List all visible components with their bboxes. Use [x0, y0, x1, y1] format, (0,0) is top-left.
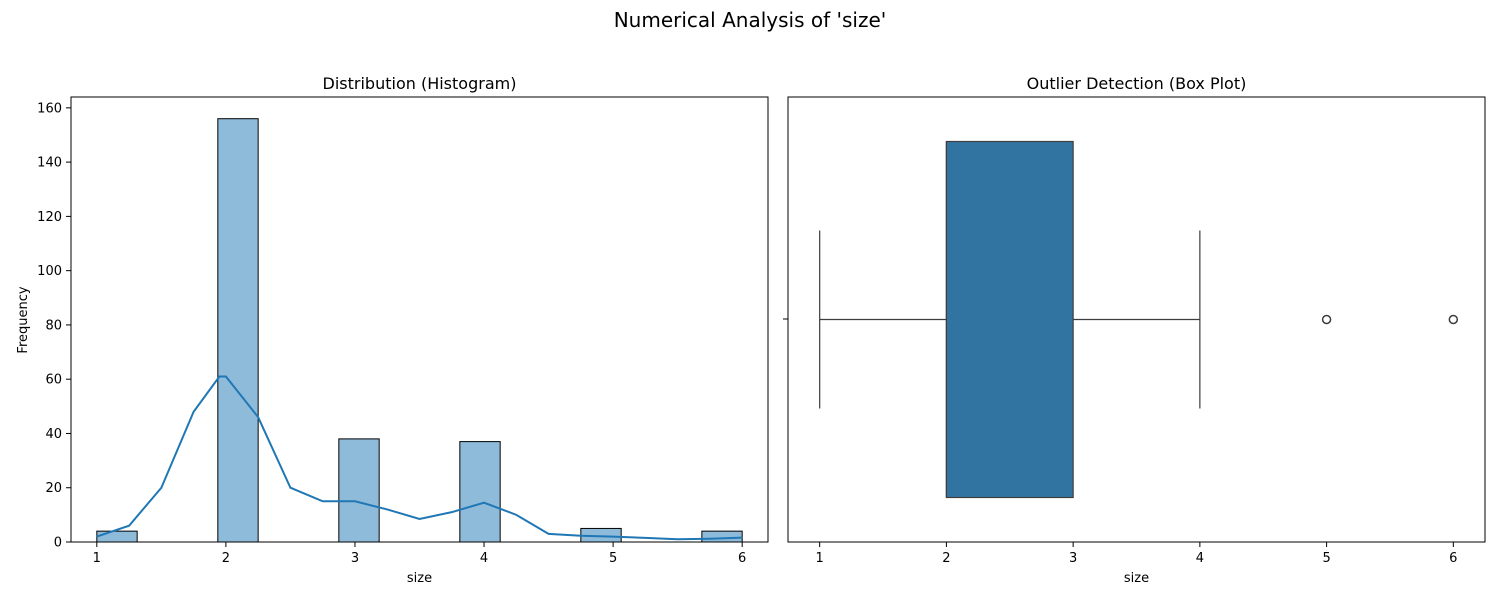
histogram-x-tick-label: 4 — [480, 551, 488, 566]
histogram-x-tick-label: 2 — [222, 551, 230, 566]
histogram-x-tick-label: 6 — [738, 551, 746, 566]
histogram-x-tick-label: 1 — [93, 551, 101, 566]
boxplot-box — [945, 140, 1074, 499]
histogram-y-tick-label: 160 — [37, 101, 62, 116]
histogram-x-tick-label: 5 — [609, 551, 617, 566]
histogram-y-tick-label: 120 — [37, 210, 62, 225]
boxplot-outlier — [1321, 314, 1332, 325]
histogram-bar — [96, 530, 138, 543]
boxplot-elements — [819, 140, 1459, 499]
figure-title: Numerical Analysis of 'size' — [613, 8, 887, 32]
histogram-plot-frame — [70, 96, 769, 543]
histogram-y-tick-label: 40 — [45, 427, 62, 442]
boxplot-x-ticks: 1 2 3 4 5 6 — [816, 542, 1457, 566]
boxplot-outlier — [1448, 314, 1459, 325]
histogram-y-axis-label: Frequency — [16, 286, 31, 353]
histogram-y-ticks: 0 20 40 60 80 100 120 140 160 — [37, 101, 71, 551]
histogram-bar — [338, 438, 380, 543]
histogram-bar — [701, 530, 743, 543]
histogram-x-tick-label: 3 — [351, 551, 359, 566]
boxplot-x-tick-label: 4 — [1196, 551, 1204, 566]
histogram-title: Distribution (Histogram) — [323, 74, 517, 93]
histogram-bar — [459, 441, 501, 543]
boxplot-x-tick-label: 1 — [816, 551, 824, 566]
histogram-y-tick-label: 80 — [45, 318, 62, 333]
boxplot-x-axis-label: size — [1124, 571, 1149, 586]
kde-line — [96, 375, 743, 541]
histogram-bar — [217, 118, 259, 543]
histogram-y-tick-label: 20 — [45, 481, 62, 496]
histogram-panel: Distribution (Histogram) 1 2 3 4 5 6 0 20 40 60 8… — [16, 74, 769, 586]
histogram-y-tick-label: 140 — [37, 156, 62, 171]
boxplot-x-tick-label: 6 — [1449, 551, 1457, 566]
histogram-bars — [96, 118, 743, 543]
histogram-y-tick-label: 60 — [45, 373, 62, 388]
histogram-y-tick-label: 0 — [54, 536, 62, 551]
boxplot-panel: Outlier Detection (Box Plot) 1 2 3 4 5 6 size — [783, 74, 1486, 586]
histogram-x-axis-label: size — [407, 571, 432, 586]
histogram-y-tick-label: 100 — [37, 264, 62, 279]
boxplot-x-tick-label: 3 — [1069, 551, 1077, 566]
boxplot-x-tick-label: 5 — [1322, 551, 1330, 566]
boxplot-title: Outlier Detection (Box Plot) — [1027, 74, 1247, 93]
boxplot-x-tick-label: 2 — [942, 551, 950, 566]
histogram-x-ticks: 1 2 3 4 5 6 — [93, 542, 746, 566]
